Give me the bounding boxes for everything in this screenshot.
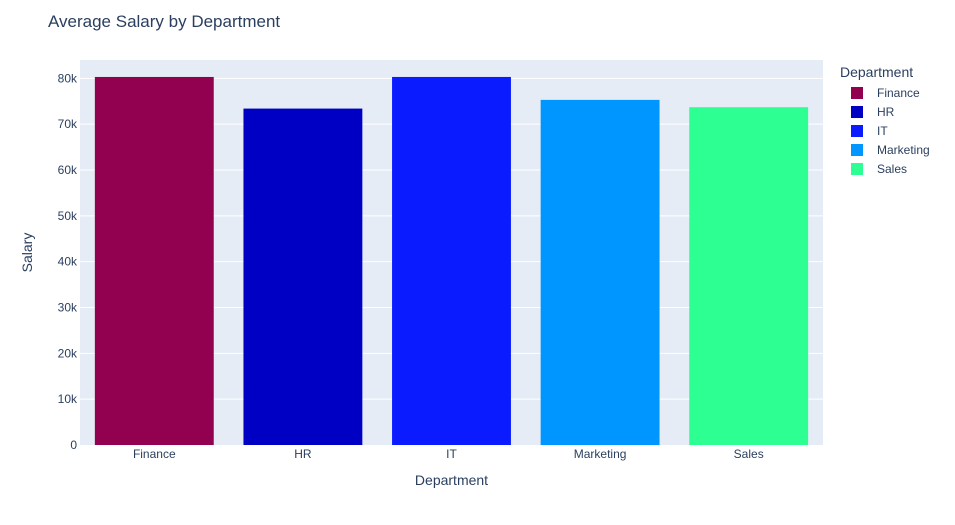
y-tick-label: 0 (70, 438, 77, 452)
bar-it (392, 76, 511, 445)
legend-swatch (851, 125, 863, 137)
legend-swatch (851, 163, 863, 175)
legend-swatch (851, 144, 863, 156)
y-tick-label: 70k (58, 117, 78, 131)
x-tick-label: Marketing (574, 447, 627, 461)
y-axis-title: Salary (19, 233, 35, 273)
legend-title: Department (840, 64, 914, 80)
y-tick-label: 40k (58, 255, 78, 269)
x-tick-label: Finance (133, 447, 176, 461)
y-tick-label: 20k (58, 346, 78, 360)
x-tick-label: IT (446, 447, 457, 461)
x-axis-title: Department (415, 472, 488, 488)
x-tick-label: HR (294, 447, 312, 461)
y-tick-label: 30k (58, 301, 78, 315)
bar-hr (243, 108, 363, 445)
y-tick-label: 60k (58, 163, 78, 177)
bar-marketing (540, 99, 660, 445)
legend-swatch (851, 87, 863, 99)
legend-item-label: Finance (877, 86, 920, 100)
bar-sales (689, 107, 809, 445)
legend-item-label: Marketing (877, 143, 930, 157)
legend-swatch (851, 106, 863, 118)
x-tick-label: Sales (734, 447, 764, 461)
y-tick-label: 50k (58, 209, 78, 223)
legend-item-label: HR (877, 105, 895, 119)
legend-item-label: Sales (877, 162, 907, 176)
bar-finance (94, 76, 214, 445)
y-tick-label: 10k (58, 392, 78, 406)
y-tick-label: 80k (58, 71, 78, 85)
chart-title: Average Salary by Department (48, 12, 281, 31)
legend-item-label: IT (877, 124, 888, 138)
